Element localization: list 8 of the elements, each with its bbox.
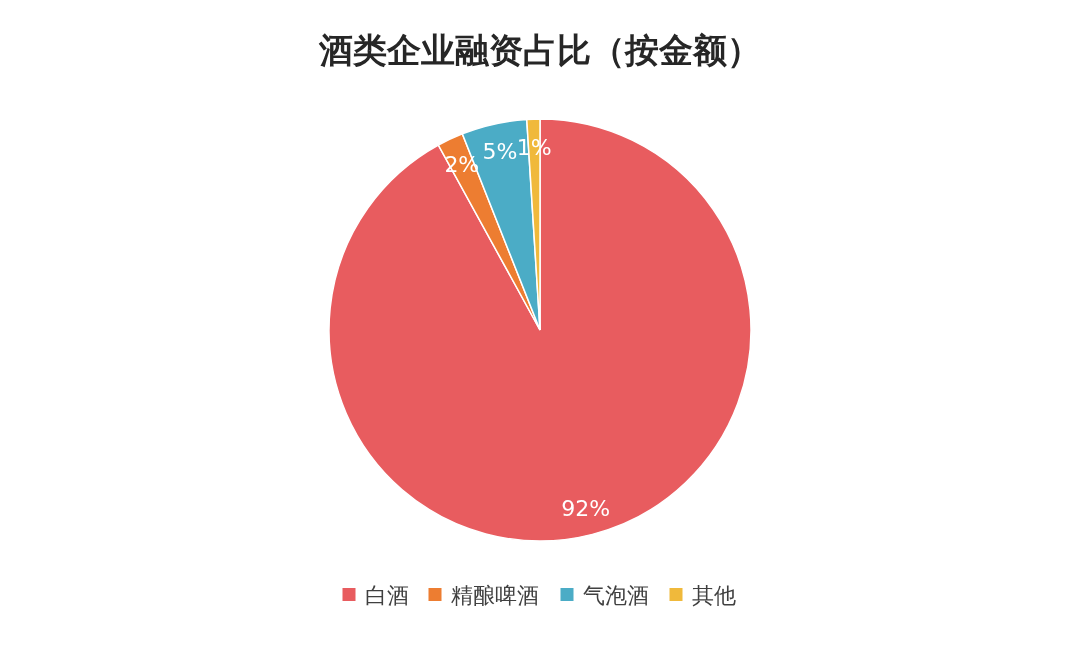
legend-label: 白酒 <box>364 583 409 608</box>
data-label: 92% <box>561 495 611 521</box>
legend-label: 其他 <box>691 583 736 608</box>
legend-label: 精酿啤酒 <box>450 583 539 608</box>
data-label: 5% <box>482 138 518 164</box>
legend-label: 气泡酒 <box>582 583 649 608</box>
pie-slice <box>328 118 752 542</box>
chart-title: 酒类企业融资占比（按金额） <box>318 30 761 70</box>
